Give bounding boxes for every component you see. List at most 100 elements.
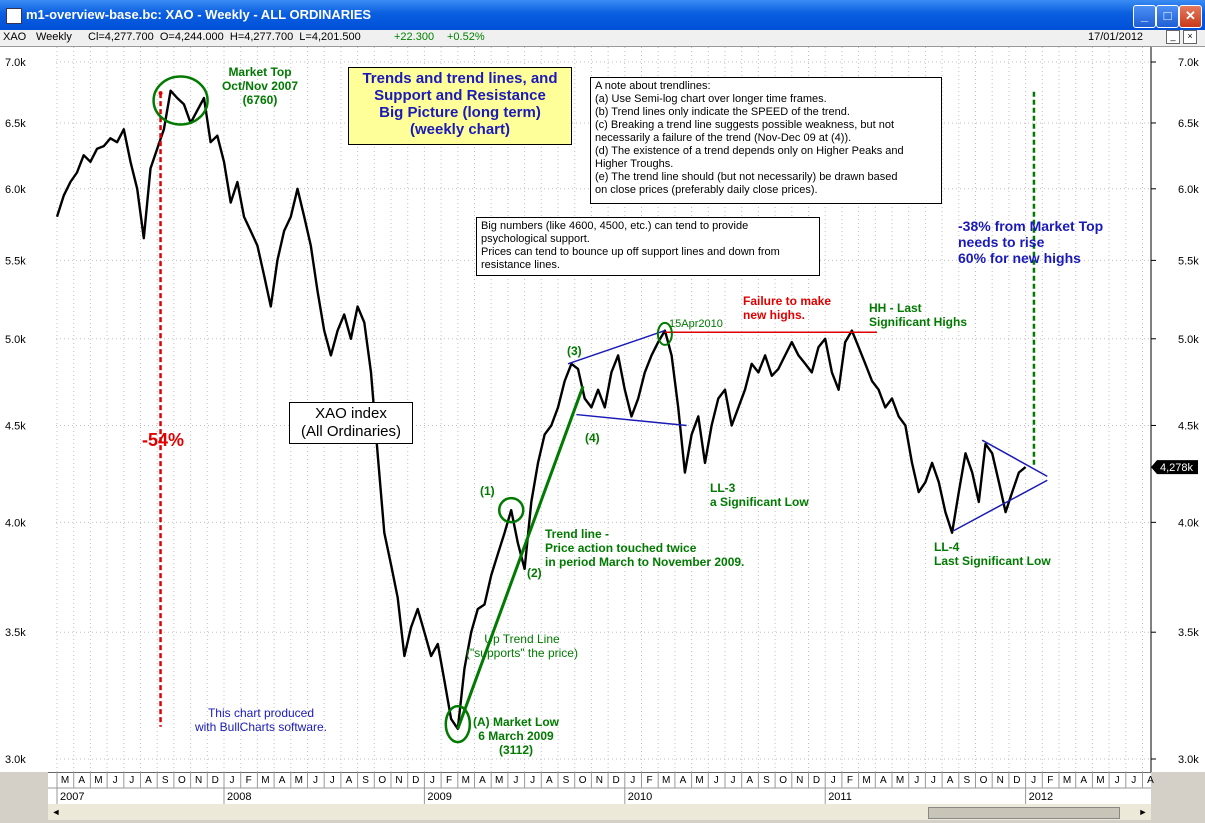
note-line: Prices can tend to bounce up off support… [481, 246, 780, 258]
upper-channel-line [567, 329, 666, 365]
triangle-lower-line [953, 479, 1048, 532]
x-month-label: S [963, 775, 970, 786]
x-month-label: M [862, 775, 870, 786]
chart-close-button[interactable]: × [1183, 30, 1197, 44]
x-month-label: S [162, 775, 169, 786]
hh-annotation: HH - Last [869, 301, 922, 315]
market-low-annotation: (A) Market Low [473, 715, 560, 729]
up-trend-annotation: ("supports" the price) [466, 646, 578, 660]
y-tick-label-right: 3.5k [1178, 627, 1199, 639]
x-month-label: N [997, 775, 1004, 786]
title-bar: m1-overview-base.bc: XAO - Weekly - ALL … [0, 0, 1205, 30]
market-top-annotation: Market Top [228, 65, 291, 79]
x-month-label: M [695, 775, 703, 786]
app-icon [6, 8, 22, 24]
x-month-label: J [914, 775, 919, 786]
failure-annotation: new highs. [743, 308, 805, 322]
note-line: psychological support. [481, 233, 590, 245]
y-tick-label-right: 6.0k [1178, 184, 1199, 196]
software-credit-annotation: This chart produced [208, 706, 314, 720]
point-2-label: (2) [527, 566, 542, 580]
point-1-circle [497, 496, 525, 524]
x-month-label: A [746, 775, 753, 786]
scroll-right-icon[interactable]: ► [1138, 807, 1148, 817]
x-month-label: S [763, 775, 770, 786]
chart-minimize-button[interactable]: _ [1166, 30, 1180, 44]
right-axis-pane [1151, 47, 1205, 772]
x-month-label: N [596, 775, 603, 786]
x-month-label: J [313, 775, 318, 786]
x-month-label: M [1063, 775, 1071, 786]
last-value-label: 4,278k [1160, 462, 1194, 474]
xao-index-box: XAO index (All Ordinaries) [289, 402, 413, 444]
change-label: +22.300 [394, 31, 435, 43]
x-month-label: F [1047, 775, 1053, 786]
big-numbers-note-box: Big numbers (like 4600, 4500, etc.) can … [476, 217, 820, 276]
x-month-label: J [731, 775, 736, 786]
x-year-label: 2010 [628, 791, 652, 803]
market-low-annotation: 6 March 2009 [478, 729, 554, 743]
x-month-label: J [714, 775, 719, 786]
x-month-label: A [78, 775, 85, 786]
x-month-label: M [495, 775, 503, 786]
date-label: 17/01/2012 [1088, 31, 1144, 43]
x-month-label: J [330, 775, 335, 786]
x-month-label: M [1096, 775, 1104, 786]
market-low-circle [444, 704, 472, 744]
close-button[interactable]: ✕ [1179, 5, 1202, 28]
x-month-label: O [378, 775, 386, 786]
trendline-note-box: A note about trendlines: (a) Use Semi-lo… [590, 77, 942, 204]
title-box-line: (weekly chart) [409, 121, 511, 138]
hh-annotation: Significant Highs [869, 315, 967, 329]
x-month-label: F [246, 775, 252, 786]
software-credit-annotation: with BullCharts software. [194, 720, 327, 734]
change-pct-label: +0.52% [447, 31, 485, 43]
y-tick-label-left: 3.5k [5, 627, 26, 639]
ll3-annotation: LL-3 [710, 481, 736, 495]
x-month-label: M [94, 775, 102, 786]
x-month-label: A [880, 775, 887, 786]
y-tick-label-left: 5.5k [5, 255, 26, 267]
x-month-label: F [646, 775, 652, 786]
note-line: Big numbers (like 4600, 4500, etc.) can … [481, 220, 749, 232]
x-month-label: J [831, 775, 836, 786]
y-tick-label-right: 3.0k [1178, 754, 1199, 766]
ohlc-label: Cl=4,277.700 O=4,244.000 H=4,277.700 L=4… [88, 31, 361, 43]
y-tick-label-right: 7.0k [1178, 57, 1199, 69]
note-line: Higher Troughs. [595, 158, 674, 170]
y-tick-label-left: 5.0k [5, 334, 26, 346]
failure-annotation: Failure to make [743, 294, 831, 308]
info-bar: XAO Weekly Cl=4,277.700 O=4,244.000 H=4,… [0, 30, 1205, 47]
x-month-label: A [279, 775, 286, 786]
x-month-label: J [513, 775, 518, 786]
x-month-label: N [395, 775, 402, 786]
price-line [55, 89, 1027, 730]
x-year-label: 2009 [427, 791, 451, 803]
x-month-label: A [145, 775, 152, 786]
x-month-label: A [1080, 775, 1087, 786]
x-month-label: A [947, 775, 954, 786]
note-line: A note about trendlines: [595, 80, 711, 92]
x-month-label: J [931, 775, 936, 786]
last-value-tag [1151, 460, 1198, 475]
maximize-button[interactable]: □ [1156, 5, 1179, 28]
x-year-label: 2011 [828, 791, 852, 803]
x-year-label: 2007 [60, 791, 84, 803]
trend-line-annotation: in period March to November 2009. [545, 555, 744, 569]
minimize-button[interactable]: _ [1133, 5, 1156, 28]
x-month-label: M [295, 775, 303, 786]
horizontal-scrollbar[interactable]: ◄ ► [48, 804, 1151, 820]
x-month-label: D [212, 775, 219, 786]
x-month-label: M [662, 775, 670, 786]
x-month-label: J [129, 775, 134, 786]
apr2010-label: 15Apr2010 [669, 318, 723, 330]
x-month-label: M [261, 775, 269, 786]
xao-box-line: XAO index [315, 405, 387, 422]
scroll-left-icon[interactable]: ◄ [51, 807, 61, 817]
point-1-label: (1) [480, 484, 495, 498]
x-month-label: N [195, 775, 202, 786]
point-4-label: (4) [585, 431, 600, 445]
trend-line-annotation: Price action touched twice [545, 541, 697, 555]
scroll-thumb[interactable] [928, 807, 1120, 819]
ll4-annotation: Last Significant Low [934, 554, 1051, 568]
